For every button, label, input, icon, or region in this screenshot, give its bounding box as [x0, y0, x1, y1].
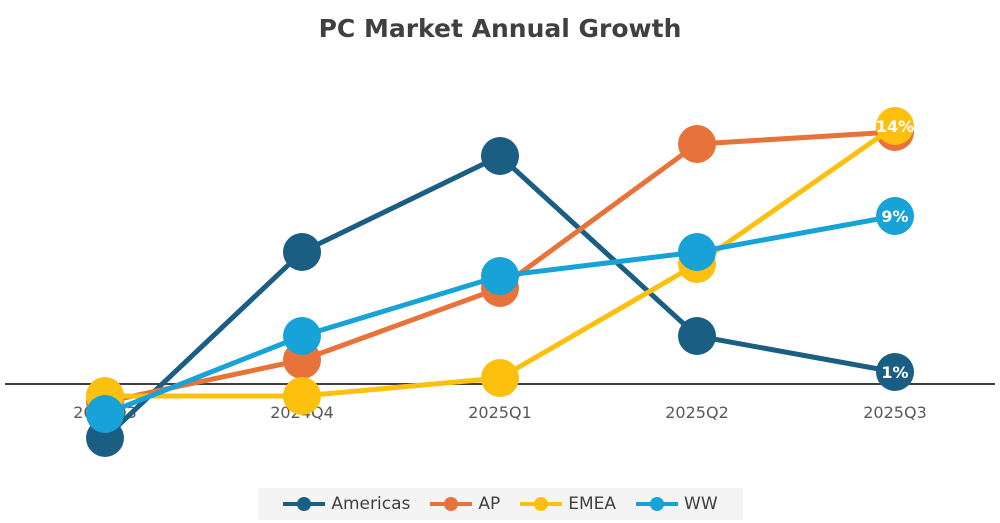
- plot-area: 2024Q32024Q42025Q12025Q22025Q3 1%14%9%: [5, 107, 995, 457]
- legend-label: WW: [684, 494, 718, 514]
- data-point: [283, 377, 321, 415]
- data-point: [876, 353, 914, 391]
- legend-swatch: [430, 497, 473, 511]
- series-americas: [86, 137, 914, 457]
- data-label: 9%: [881, 207, 908, 226]
- data-point: [481, 257, 519, 295]
- data-point: [678, 317, 716, 355]
- legend-item-ap: AP: [430, 494, 500, 514]
- data-point: [283, 317, 321, 355]
- data-point: [678, 233, 716, 271]
- legend-label: AP: [478, 494, 501, 514]
- legend-label: Americas: [331, 494, 411, 514]
- legend: Americas AP EMEA WW: [258, 488, 743, 520]
- legend-item-ww: WW: [636, 494, 718, 514]
- legend-label: EMEA: [568, 494, 617, 514]
- data-point: [678, 125, 716, 163]
- data-point: [86, 395, 124, 433]
- legend-item-emea: EMEA: [520, 494, 616, 514]
- legend-swatch: [636, 497, 679, 511]
- chart-title: PC Market Annual Growth: [318, 14, 682, 43]
- data-point: [876, 107, 914, 145]
- data-point: [481, 137, 519, 175]
- series-ww: [86, 197, 914, 433]
- x-tick-label: 2025Q3: [863, 403, 927, 422]
- x-tick-label: 2025Q1: [468, 403, 532, 422]
- legend-swatch: [283, 497, 326, 511]
- legend-item-americas: Americas: [283, 494, 410, 514]
- data-label: 1%: [881, 363, 908, 382]
- data-point: [876, 197, 914, 235]
- data-label: 14%: [876, 117, 914, 136]
- x-tick-label: 2025Q2: [665, 403, 729, 422]
- data-point: [283, 233, 321, 271]
- legend-swatch: [520, 497, 563, 511]
- data-point: [481, 359, 519, 397]
